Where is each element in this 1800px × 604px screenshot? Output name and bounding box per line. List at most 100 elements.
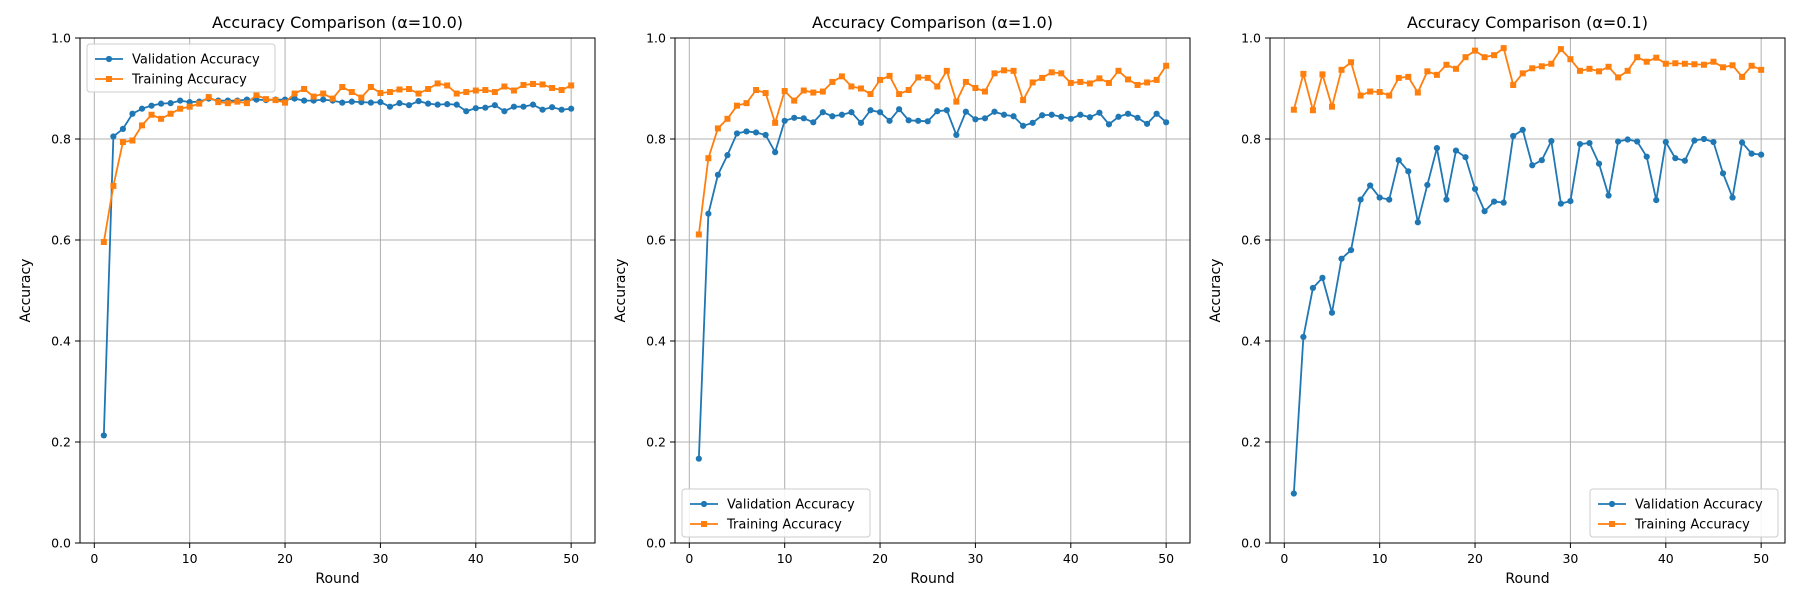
data-point: [1615, 74, 1622, 81]
data-point: [100, 239, 107, 246]
data-point: [1048, 111, 1055, 118]
data-point: [1143, 120, 1151, 127]
data-point: [838, 73, 845, 80]
data-point: [100, 432, 107, 439]
data-point: [110, 133, 117, 140]
data-point: [539, 106, 546, 113]
data-point: [924, 74, 931, 81]
data-point: [1443, 61, 1450, 68]
chart-title: Accuracy Comparison (α=10.0): [212, 13, 463, 32]
data-point: [367, 83, 374, 90]
data-point: [358, 94, 365, 101]
grid-lines: [675, 37, 1190, 544]
data-point: [1163, 62, 1170, 69]
data-point: [1414, 219, 1421, 226]
data-point: [1576, 67, 1583, 74]
data-point: [896, 91, 903, 98]
data-point: [1624, 67, 1631, 74]
data-point: [1510, 81, 1517, 88]
data-point: [329, 95, 336, 102]
data-point: [991, 108, 998, 115]
data-point: [453, 90, 460, 97]
data-point: [867, 91, 874, 98]
data-point: [510, 87, 517, 94]
x-tick-label: 10: [777, 551, 793, 566]
data-point: [1405, 73, 1412, 80]
data-point: [1719, 170, 1727, 177]
data-point: [1433, 144, 1440, 152]
x-tick-label: 20: [872, 551, 888, 566]
data-point: [568, 82, 575, 89]
data-point: [1748, 150, 1755, 157]
data-point: [1481, 208, 1488, 215]
legend-item-validation: Validation Accuracy: [95, 53, 260, 68]
data-point: [943, 107, 950, 114]
data-point: [1681, 60, 1688, 67]
legend-item-training: Training Accuracy: [1598, 518, 1750, 533]
data-point: [1096, 109, 1103, 116]
data-point: [529, 101, 537, 108]
data-point: [733, 102, 740, 109]
data-point: [367, 99, 374, 106]
x-tick-label: 50: [1753, 551, 1769, 566]
data-point: [282, 99, 289, 106]
x-axis-label: Round: [1505, 571, 1549, 587]
data-point: [215, 99, 222, 106]
data-point: [1615, 138, 1622, 145]
x-axis-label: Round: [910, 571, 954, 587]
data-point: [1029, 79, 1036, 86]
data-point: [772, 149, 779, 156]
data-point: [119, 139, 126, 146]
data-point: [1039, 74, 1046, 81]
data-point: [272, 97, 279, 104]
data-point: [234, 98, 241, 105]
data-point: [1424, 68, 1431, 75]
axes-frame: [674, 37, 1191, 544]
data-point: [1529, 162, 1536, 169]
x-tick-label: 50: [563, 551, 579, 566]
data-point: [1452, 65, 1459, 72]
data-point: [1691, 137, 1698, 144]
data-point: [1348, 59, 1355, 66]
data-point: [167, 100, 174, 107]
data-point: [810, 119, 817, 126]
legend: Validation Accuracy Training Accuracy: [681, 488, 871, 538]
data-point: [1357, 92, 1364, 99]
x-tick-label: 0: [90, 551, 98, 566]
data-point: [568, 105, 575, 112]
data-point: [1077, 111, 1084, 118]
data-point: [1319, 71, 1326, 78]
x-tick-label: 40: [468, 551, 484, 566]
data-point: [138, 122, 145, 129]
data-point: [1548, 137, 1555, 145]
data-point: [1653, 54, 1660, 61]
data-point: [253, 92, 260, 99]
data-point: [1086, 80, 1093, 87]
data-point: [491, 102, 498, 109]
data-point: [1395, 157, 1402, 164]
series-training-accuracy: [695, 62, 1170, 238]
data-point: [539, 81, 546, 88]
data-point: [396, 100, 403, 107]
data-point: [396, 86, 403, 93]
chart-panel-3: 0 10 20 30 40 50 0.0 0.2 0.4 0.6 0.8 1.0 Accuracy Co…: [1208, 13, 1786, 587]
data-point: [905, 87, 912, 94]
data-point: [1048, 69, 1055, 76]
data-point: [386, 103, 394, 110]
data-point: [549, 84, 556, 91]
data-point: [1700, 135, 1708, 143]
data-point: [148, 111, 155, 118]
data-point: [463, 108, 470, 115]
data-point: [1643, 58, 1650, 65]
data-point: [1748, 62, 1755, 69]
data-point: [1134, 114, 1141, 121]
data-point: [301, 86, 308, 93]
data-point: [1500, 199, 1507, 206]
data-point: [1134, 81, 1141, 88]
data-point: [482, 104, 489, 111]
data-point: [1624, 136, 1631, 143]
data-point: [934, 108, 941, 115]
y-axis-label: Accuracy: [1208, 259, 1224, 323]
data-point: [129, 137, 136, 144]
data-point: [1039, 112, 1046, 119]
